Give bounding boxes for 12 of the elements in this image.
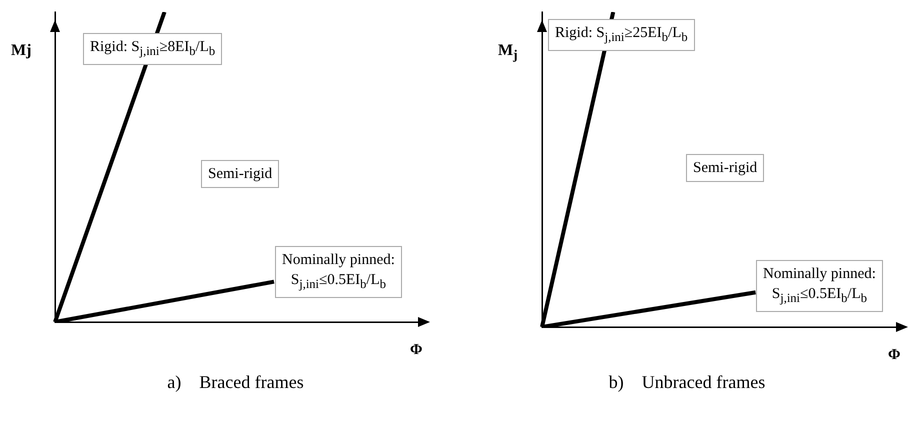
annotation: Rigid: S$_{j,ini}$≥8EI$_{b}$/L$_{b}$ <box>83 33 222 65</box>
y-axis-title: Mj <box>11 42 32 60</box>
y-axis-title: M$_{j}$ <box>498 42 518 64</box>
text: b) Unbraced frames <box>608 372 766 393</box>
annotation: Semi-rigid <box>201 160 280 188</box>
x-axis-title: Φ <box>410 342 422 359</box>
annotation: Nominally pinned: S$_{j,ini}$≤0.5EI$_{b}$/L$_{b}$ <box>275 246 402 298</box>
annotation: Nominally pinned: S$_{j,ini}$≤0.5EI$_{b}$/L$_{b}$ <box>756 260 883 312</box>
text: a) Braced frames <box>166 372 305 393</box>
x-axis-title: Φ <box>888 347 900 364</box>
annotation: Semi-rigid <box>686 154 764 182</box>
annotation: Rigid: S$_{j,ini}$≥25EI$_{b}$/L$_{b}$ <box>548 19 695 51</box>
